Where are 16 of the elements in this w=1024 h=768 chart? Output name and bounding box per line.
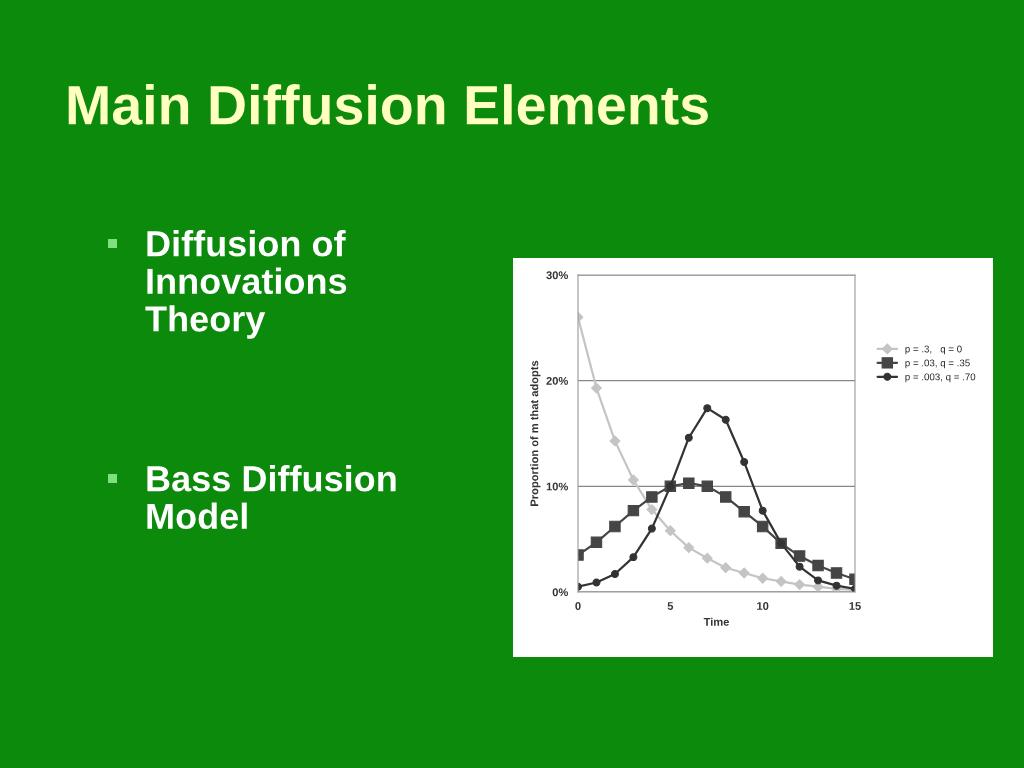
x-tick-label: 10 xyxy=(757,602,769,610)
legend-label: p = .003, q = .70 xyxy=(905,373,976,383)
y-axis-title: Proportion of m that adopts xyxy=(530,360,541,506)
legend-label: p = .03, q = .35 xyxy=(905,359,970,369)
legend-label: p = .3, q = 0 xyxy=(905,345,962,355)
y-tick-label: 20% xyxy=(546,376,568,385)
y-tick-label: 0% xyxy=(552,588,568,597)
x-axis-title: Time xyxy=(703,617,729,626)
x-tick-label: 0 xyxy=(575,602,581,610)
chart-title: Main Diffusion Elements xyxy=(68,84,708,125)
y-tick-label: 30% xyxy=(546,271,568,280)
x-tick-label: 5 xyxy=(667,602,674,610)
text: Bass Diffusion Model xyxy=(147,465,396,530)
y-tick-label: 10% xyxy=(546,482,568,491)
x-tick-label: 15 xyxy=(849,602,861,610)
text: Diffusion of Innovations Theory xyxy=(145,230,347,339)
